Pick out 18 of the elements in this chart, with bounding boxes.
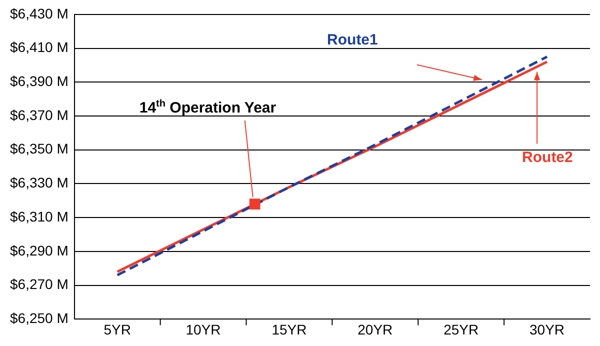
- x-tick-label: 25YR: [444, 321, 479, 338]
- y-tick-label: $6,330 M: [10, 174, 68, 191]
- y-tick-label: $6,310 M: [10, 208, 68, 224]
- x-tick-label: 5YR: [104, 321, 131, 338]
- text: Route2: [522, 148, 573, 166]
- y-tick-label: $6,350 M: [10, 140, 68, 157]
- y-tick-label: $6,370 M: [10, 106, 68, 123]
- y-tick-label: $6,390 M: [10, 72, 68, 89]
- x-tick-label: 30YR: [530, 321, 565, 338]
- y-tick-label: $6,410 M: [10, 39, 68, 56]
- x-tick-label: 15YR: [272, 321, 307, 338]
- y-tick-label: $6,290 M: [10, 242, 68, 258]
- y-tick-label: $6,270 M: [10, 276, 68, 292]
- y-tick-label: $6,430 M: [10, 5, 68, 22]
- text: Route1: [327, 32, 378, 49]
- y-tick-label: $6,250 M: [10, 310, 68, 326]
- x-tick-label: 10YR: [186, 321, 221, 338]
- x-tick-label: 20YR: [358, 321, 393, 338]
